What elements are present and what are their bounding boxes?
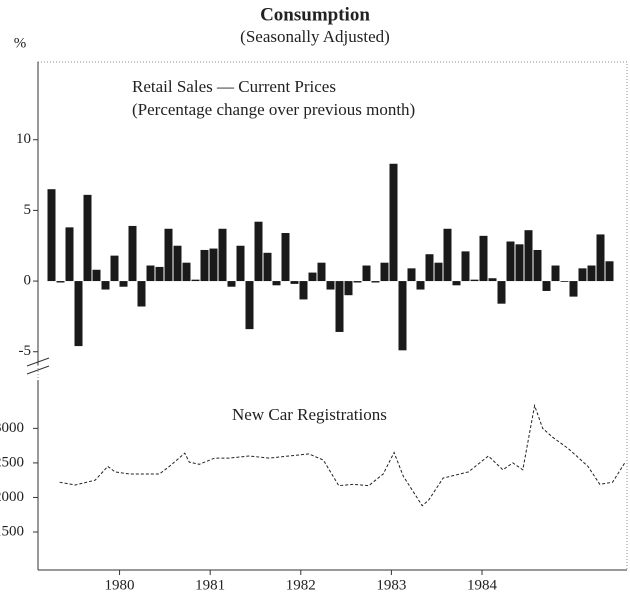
bar <box>83 194 92 282</box>
bar <box>479 235 488 282</box>
bar <box>398 281 407 351</box>
bar <box>92 269 101 282</box>
bar <box>299 281 308 300</box>
bar <box>506 241 515 282</box>
y-tick-label: -5 <box>19 343 32 359</box>
x-tick-label: 1982 <box>286 577 316 593</box>
annotation: Retail Sales — Current Prices <box>132 77 336 96</box>
bar <box>470 279 479 282</box>
bar <box>542 281 551 291</box>
bar <box>146 265 155 282</box>
bar <box>605 261 614 282</box>
bar <box>227 281 236 287</box>
axis-break <box>26 365 50 375</box>
bar <box>218 228 227 282</box>
bar <box>551 265 560 282</box>
x-tick-label: 1984 <box>467 577 498 593</box>
y-tick-label: 2000 <box>0 489 24 505</box>
bar <box>137 281 146 307</box>
bar <box>236 245 245 282</box>
bar <box>353 281 362 283</box>
bar <box>101 281 110 290</box>
bar <box>308 272 317 282</box>
bar <box>425 254 434 282</box>
chart-subtitle: (Seasonally Adjusted) <box>240 27 390 46</box>
bar <box>452 281 461 286</box>
bar <box>461 251 470 282</box>
bar <box>164 228 173 282</box>
bar <box>317 262 326 282</box>
y-tick-label: 10 <box>16 131 31 147</box>
y-unit: % <box>14 35 27 51</box>
bar <box>443 228 452 282</box>
axis-break <box>26 357 50 367</box>
bar <box>515 244 524 282</box>
line <box>59 403 626 507</box>
bar <box>128 225 137 282</box>
bar <box>47 189 56 282</box>
bar <box>335 281 344 332</box>
bar <box>119 281 128 287</box>
bar <box>155 266 164 282</box>
bar <box>245 281 254 330</box>
bar <box>326 281 335 290</box>
bar <box>65 227 74 282</box>
bar <box>110 255 119 282</box>
bar <box>290 281 299 284</box>
bar <box>596 234 605 282</box>
bar <box>560 281 569 282</box>
bar <box>56 281 65 283</box>
bar <box>263 252 272 282</box>
bar <box>344 281 353 296</box>
annotation: (Percentage change over previous month) <box>132 100 415 119</box>
bar <box>362 265 371 282</box>
frame <box>37 61 628 571</box>
bar <box>434 262 443 282</box>
y-tick-label: 3000 <box>0 420 24 436</box>
bar <box>254 221 263 282</box>
bar <box>182 262 191 282</box>
x-tick-label: 1980 <box>105 577 135 593</box>
chart-title: Consumption <box>260 4 370 25</box>
bar <box>272 281 281 286</box>
bar <box>407 268 416 282</box>
bar <box>416 281 425 290</box>
y-tick-label: 2500 <box>0 454 24 470</box>
bar <box>191 279 200 282</box>
bar <box>569 281 578 297</box>
bar <box>497 281 506 304</box>
bar <box>281 233 290 282</box>
y-tick-label: 0 <box>24 273 32 289</box>
bar <box>578 268 587 282</box>
bar <box>533 249 542 282</box>
x-tick-label: 1983 <box>376 577 406 593</box>
bar <box>587 265 596 282</box>
bar <box>524 230 533 282</box>
y-tick-label: 1500 <box>0 523 24 539</box>
annotation: New Car Registrations <box>232 405 387 424</box>
y-tick-label: 5 <box>24 202 32 218</box>
bar <box>488 278 497 282</box>
bar <box>74 281 83 347</box>
bar <box>209 248 218 282</box>
bar <box>200 249 209 282</box>
bar <box>380 262 389 282</box>
bar <box>371 281 380 283</box>
x-tick-label: 1981 <box>195 577 225 593</box>
bar <box>173 245 182 282</box>
bar <box>389 163 398 282</box>
